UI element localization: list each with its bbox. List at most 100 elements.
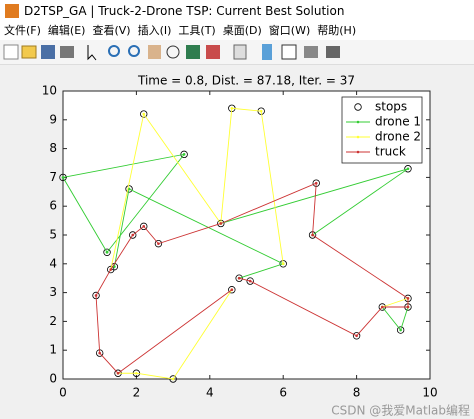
toolbar — [0, 40, 474, 65]
stop-marker — [228, 286, 236, 294]
stop-marker — [103, 248, 111, 256]
route-point — [355, 334, 358, 338]
route-point — [237, 276, 241, 280]
route-point — [109, 268, 113, 271]
stop-marker — [59, 173, 67, 182]
route-point — [171, 377, 175, 381]
route-point — [406, 305, 410, 309]
legend-marker — [356, 120, 360, 124]
x-tick-label: 0 — [59, 386, 67, 400]
stop-marker — [352, 332, 361, 340]
tool-new[interactable] — [3, 44, 19, 60]
route-point — [142, 112, 146, 116]
menu-item[interactable]: 窗口(W) — [268, 24, 311, 37]
menu-item[interactable]: 编辑(E) — [47, 24, 86, 37]
route-point — [135, 371, 138, 375]
window-title: D2TSP_GA | Truck-2-Drone TSP: Current Be… — [24, 4, 345, 18]
menu-item[interactable]: 插入(I) — [137, 24, 172, 37]
tool-rotate[interactable] — [166, 45, 180, 59]
legend-label: truck — [375, 145, 406, 159]
route-point — [248, 279, 252, 283]
stop-marker — [169, 375, 177, 383]
tool-dock[interactable] — [326, 46, 340, 58]
route-line — [110, 107, 284, 270]
route-point — [406, 167, 410, 171]
route-point — [182, 153, 186, 156]
stop-marker — [140, 110, 148, 118]
menu-bar: 文件(F) 编辑(E) 查看(V) 插入(I) 工具(T) 桌面(D) 窗口(W) 帮助(H) — [0, 22, 474, 40]
tool-pointer[interactable] — [87, 45, 97, 61]
route-point — [113, 265, 116, 268]
tool-link[interactable] — [233, 44, 247, 60]
y-tick-label: 1 — [49, 343, 57, 357]
x-tick-label: 10 — [422, 386, 437, 400]
route-point — [230, 106, 234, 110]
route-line — [113, 188, 285, 279]
tool-zoom-out[interactable] — [128, 45, 140, 57]
route-point — [98, 351, 101, 355]
y-tick-label: 2 — [49, 314, 57, 328]
legend-label: stops — [375, 100, 407, 114]
menu-item[interactable]: 桌面(D) — [222, 24, 262, 37]
route-point — [116, 371, 120, 375]
y-tick-label: 4 — [49, 256, 57, 270]
route-point — [157, 242, 160, 245]
tool-open[interactable] — [21, 45, 37, 59]
route-point — [399, 328, 402, 332]
route-point — [94, 294, 98, 297]
route-point — [380, 305, 384, 309]
y-tick-label: 9 — [49, 112, 57, 126]
x-tick-label: 4 — [206, 386, 214, 400]
stop-marker — [107, 265, 115, 274]
tool-brush[interactable] — [206, 45, 220, 59]
tool-zoom-in[interactable] — [108, 45, 120, 57]
route-line — [118, 289, 233, 380]
stop-marker — [154, 239, 163, 248]
stop-marker — [180, 150, 188, 159]
route-point — [311, 233, 314, 237]
route-point — [281, 262, 285, 266]
y-tick-label: 10 — [42, 84, 57, 98]
y-tick-label: 0 — [49, 372, 57, 386]
x-tick-label: 8 — [353, 386, 361, 400]
chart-title: Time = 0.8, Dist. = 87.18, Iter. = 37 — [137, 74, 355, 88]
menu-item[interactable]: 查看(V) — [92, 24, 131, 37]
stop-marker — [404, 165, 412, 173]
stop-marker — [235, 274, 243, 282]
legend-label: drone 2 — [375, 130, 421, 144]
route-point — [314, 181, 318, 185]
stop-marker — [279, 260, 287, 268]
route-line — [62, 153, 186, 253]
menu-item[interactable]: 文件(F) — [4, 24, 41, 37]
y-tick-label: 8 — [49, 141, 57, 155]
tool-pan[interactable] — [148, 45, 161, 59]
y-tick-label: 6 — [49, 199, 57, 213]
title-bar: D2TSP_GA | Truck-2-Drone TSP: Current Be… — [0, 0, 474, 22]
tool-colorbar[interactable] — [262, 44, 272, 60]
route-point — [230, 288, 234, 292]
app-icon — [5, 4, 19, 18]
route-point — [61, 176, 65, 179]
stop-marker — [246, 277, 254, 285]
y-tick-label: 7 — [49, 170, 57, 184]
stop-marker — [129, 231, 137, 239]
tool-save[interactable] — [41, 45, 55, 59]
menu-item[interactable]: 帮助(H) — [317, 24, 357, 37]
menu-item[interactable]: 工具(T) — [178, 24, 216, 37]
tool-datatip[interactable] — [186, 45, 200, 59]
watermark: CSDN @我爱Matlab编程 — [331, 403, 470, 418]
route-point — [142, 225, 146, 228]
route-point — [219, 222, 223, 225]
y-tick-label: 5 — [49, 228, 57, 242]
legend-marker — [356, 150, 360, 154]
tool-hide[interactable] — [304, 46, 318, 58]
stop-marker — [396, 326, 405, 334]
y-tick-label: 3 — [49, 285, 57, 299]
tool-legend[interactable] — [281, 44, 297, 60]
route-point — [105, 250, 109, 254]
stop-marker — [125, 185, 133, 193]
x-tick-label: 2 — [133, 386, 141, 400]
route-point — [131, 233, 135, 237]
tool-print[interactable] — [60, 46, 74, 58]
